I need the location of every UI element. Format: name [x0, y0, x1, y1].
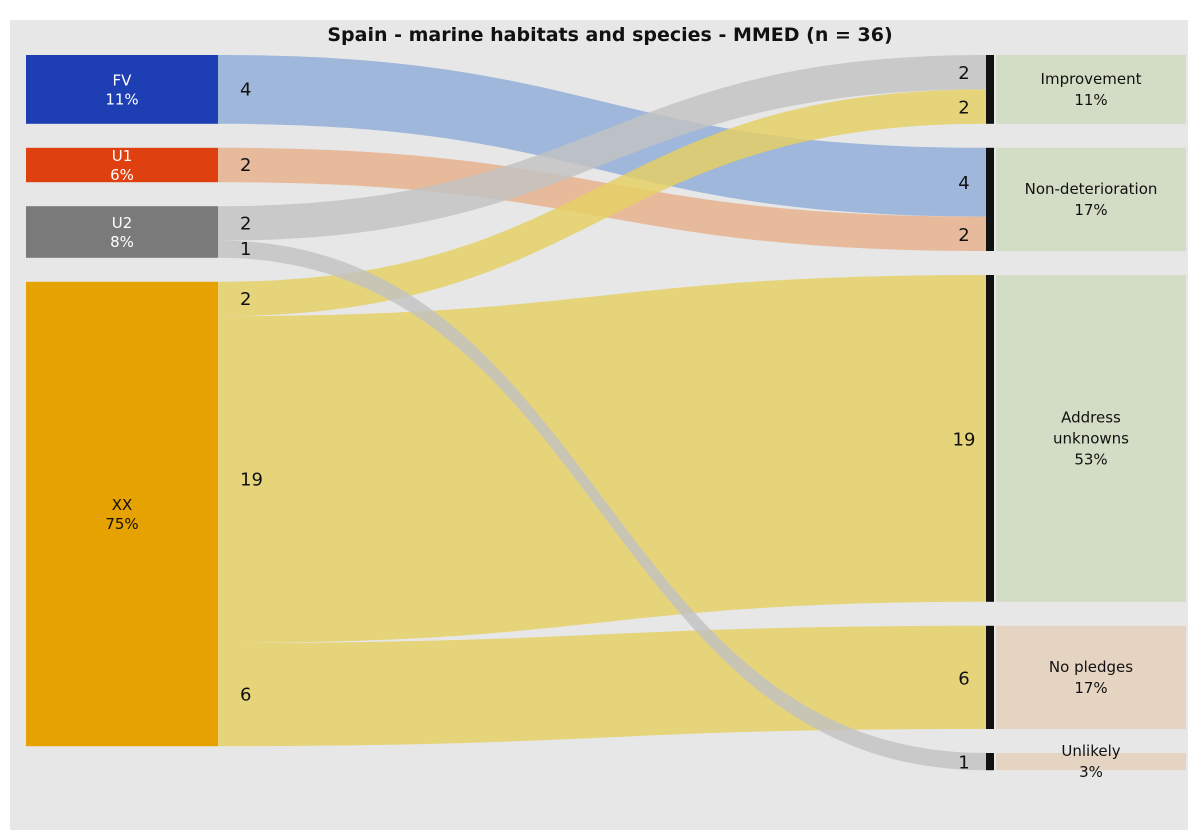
target-node-no-pledges-label: No pledges — [1049, 658, 1133, 676]
flow-value-xx-to-address-unknowns: 19 — [240, 470, 263, 491]
source-node-u1 — [26, 147, 218, 183]
target-node-non-deterioration-percent: 17% — [1074, 201, 1107, 219]
target-node-improvement-label: Improvement — [1041, 70, 1142, 88]
source-node-fv — [26, 55, 218, 124]
source-node-u1-percent: 6% — [110, 166, 134, 184]
flow-value-u2-to-improvement: 2 — [240, 213, 251, 234]
target-node-address-unknowns-bar — [986, 275, 994, 602]
target-node-improvement-percent: 11% — [1074, 91, 1107, 109]
flow-band-xx-to-no-pledges — [218, 625, 986, 747]
source-node-u2-label: U2 — [112, 214, 133, 232]
target-node-no-pledges-percent: 17% — [1074, 679, 1107, 697]
target-flow-value-xx-to-no-pledges: 6 — [958, 668, 969, 689]
source-node-fv-label: FV — [113, 71, 133, 89]
target-node-unlikely-box — [996, 753, 1186, 771]
target-flow-value-fv-to-non-deterioration: 4 — [958, 173, 969, 194]
target-flow-value-xx-to-address-unknowns: 19 — [953, 429, 976, 450]
flow-value-xx-to-improvement: 2 — [240, 289, 251, 310]
flow-value-u1-to-non-deterioration: 2 — [240, 155, 251, 176]
flow-value-fv-to-non-deterioration: 4 — [240, 79, 251, 100]
target-flow-value-xx-to-improvement: 2 — [958, 98, 969, 119]
target-flow-value-u2-to-unlikely: 1 — [958, 753, 969, 774]
target-node-improvement-box — [996, 55, 1186, 124]
source-node-u2 — [26, 206, 218, 258]
chart-title: Spain - marine habitats and species - MM… — [327, 24, 893, 46]
flow-value-xx-to-no-pledges: 6 — [240, 685, 251, 706]
target-flow-value-u2-to-improvement: 2 — [958, 63, 969, 84]
source-node-u1-label: U1 — [112, 147, 133, 165]
target-flow-value-u1-to-non-deterioration: 2 — [958, 225, 969, 246]
source-node-xx — [26, 281, 218, 747]
target-node-address-unknowns-label: unknowns — [1053, 429, 1129, 447]
target-node-no-pledges-bar — [986, 625, 994, 729]
target-node-no-pledges-box — [996, 625, 1186, 729]
target-node-unlikely-label: Unlikely — [1061, 742, 1120, 760]
source-node-xx-label: XX — [112, 496, 133, 514]
target-node-unlikely-percent: 3% — [1079, 763, 1103, 781]
source-node-xx-percent: 75% — [105, 515, 138, 533]
target-node-non-deterioration-bar — [986, 147, 994, 251]
source-node-u2-percent: 8% — [110, 233, 134, 251]
source-node-fv-percent: 11% — [105, 90, 138, 108]
flow-band-xx-to-address-unknowns — [218, 275, 986, 643]
target-node-address-unknowns-percent: 53% — [1074, 450, 1107, 468]
target-node-improvement-bar — [986, 55, 994, 124]
flow-band-u2-to-improvement — [218, 55, 986, 241]
flow-value-u2-to-unlikely: 1 — [240, 239, 251, 260]
flow-band-xx-to-improvement — [218, 89, 986, 317]
flows-layer — [218, 55, 986, 771]
target-node-address-unknowns-label: Address — [1061, 408, 1121, 426]
flow-band-u2-to-unlikely — [218, 240, 986, 771]
target-node-non-deterioration-label: Non-deterioration — [1025, 180, 1158, 198]
target-node-non-deterioration-box — [996, 147, 1186, 251]
target-nodes: Improvement 11% Non-deterioration 17% Addres… — [953, 55, 1186, 781]
target-node-unlikely-bar — [986, 753, 994, 771]
target-node-address-unknowns-box — [996, 275, 1186, 602]
